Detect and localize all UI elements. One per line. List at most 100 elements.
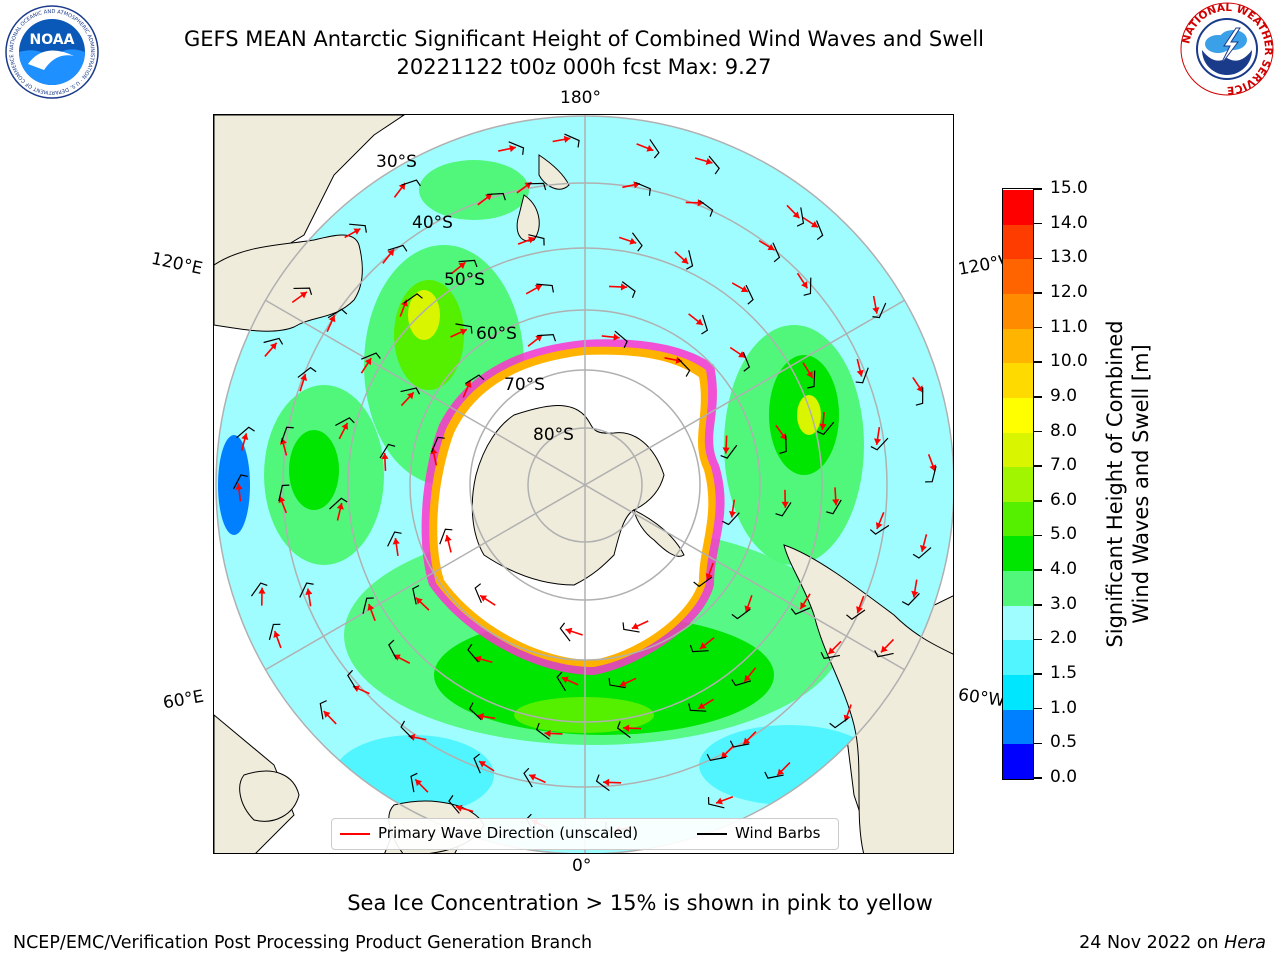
colorbar-segment xyxy=(1003,535,1033,572)
wave-arrow-head xyxy=(743,737,751,745)
colorbar-tick-label: 6.0 xyxy=(1050,489,1078,510)
wave-arrow-head xyxy=(459,328,467,336)
wave-arrow-head xyxy=(856,369,864,377)
colorbar-segment xyxy=(1003,293,1033,329)
wave-arrow-head xyxy=(716,797,723,805)
wave-arrow-head xyxy=(832,499,840,506)
wind-barb xyxy=(556,671,567,692)
colorbar-segment xyxy=(1003,605,1033,641)
colorbar-tick-label: 15.0 xyxy=(1050,178,1088,198)
wave-arrow-head xyxy=(299,291,307,299)
colorbar-segment xyxy=(1003,709,1033,745)
lat-label-40s: 40°S xyxy=(412,213,453,233)
chart-subtitle: 20221122 t00z 000h fcst Max: 9.27 xyxy=(396,55,772,79)
wave-arrow-head xyxy=(279,438,287,445)
wave-arrow-head xyxy=(381,452,389,460)
wind-barb xyxy=(820,651,840,660)
wind-barb xyxy=(327,308,348,319)
colorbar-segment xyxy=(1003,432,1033,468)
wind-barb xyxy=(388,639,397,660)
sea-ice-caption: Sea Ice Concentration > 15% is shown in … xyxy=(347,891,933,915)
wave-arrow-head xyxy=(728,511,737,518)
lat-label-80s: 80°S xyxy=(533,425,574,445)
wave-arrow-head xyxy=(705,157,713,165)
wind-barb xyxy=(678,358,691,377)
wave-arrow-head xyxy=(392,538,400,545)
wave-arrow-head xyxy=(535,335,543,342)
wave-arrow-head xyxy=(544,729,551,738)
wave-arrow-head xyxy=(781,501,789,508)
wind-barb xyxy=(901,593,920,606)
wave-arrow-head xyxy=(367,603,375,611)
colorbar-tick xyxy=(1034,257,1042,260)
wind-barb xyxy=(870,437,889,451)
wave-arrow-head xyxy=(323,711,331,718)
wave-arrow-head xyxy=(273,631,281,638)
wind-barb xyxy=(772,242,781,263)
lon-label-0: 0° xyxy=(572,856,592,876)
colorbar-tick xyxy=(1034,569,1042,571)
wave-arrow-head xyxy=(810,221,818,228)
wave-arrow-head xyxy=(744,605,752,613)
wave-arrow-head xyxy=(529,774,537,781)
wave-arrow-head xyxy=(561,676,569,684)
wind-barb xyxy=(742,351,751,372)
colorbar-segment xyxy=(1003,362,1033,398)
wave-arrow-head xyxy=(430,447,438,455)
colorbar-tick-label: 4.0 xyxy=(1050,559,1078,580)
wind-barb xyxy=(487,192,506,201)
wave-arrow-head xyxy=(646,144,654,152)
wind-barb xyxy=(379,443,396,459)
wind-barb xyxy=(621,281,636,298)
wave-arrow-head xyxy=(619,680,627,687)
wave-arrow-head xyxy=(740,285,748,293)
wind-barb xyxy=(915,387,924,406)
wave-arrow-head xyxy=(278,496,286,504)
wind-barb xyxy=(689,644,709,653)
wind-barb xyxy=(361,352,381,360)
wave-arrow-head xyxy=(738,351,746,358)
colorbar-tick-label: 10.0 xyxy=(1050,351,1088,372)
wind-barb xyxy=(400,387,421,395)
colorbar-tick-label: 0.0 xyxy=(1050,767,1078,787)
wind-barb xyxy=(278,484,290,502)
colorbar-tick-label: 11.0 xyxy=(1050,316,1088,337)
wave-arrow-head xyxy=(258,587,266,594)
wind-barb xyxy=(439,528,453,545)
wave-arrow-head xyxy=(780,432,787,440)
wave-arrow-head xyxy=(458,262,466,269)
wind-barb xyxy=(474,583,482,604)
wave-arrow-head xyxy=(464,380,472,388)
wind-barb xyxy=(455,323,473,334)
colorbar-segment xyxy=(1003,258,1033,294)
wind-barb xyxy=(508,141,525,155)
colorbar xyxy=(1002,188,1034,780)
wind-barb xyxy=(263,337,284,345)
wave-arrow-head xyxy=(477,712,485,721)
wind-barb xyxy=(855,367,869,384)
wind-barb xyxy=(729,740,750,748)
wave-arrow-head xyxy=(341,422,348,430)
wave-arrow-head xyxy=(444,535,452,542)
wind-barb xyxy=(431,436,445,453)
wind-barb xyxy=(722,512,740,526)
colorbar-segment xyxy=(1003,224,1033,260)
colorbar-tick-label: 14.0 xyxy=(1050,212,1088,233)
wave-arrow-head xyxy=(393,654,401,661)
wave-arrow-head xyxy=(623,724,630,732)
wind-barb xyxy=(523,767,533,788)
wave-arrow-head xyxy=(631,622,639,630)
colorbar-segment xyxy=(1003,743,1033,779)
wave-arrow-head xyxy=(305,588,313,595)
wave-arrow-head xyxy=(911,590,919,598)
wave-arrow-head xyxy=(478,761,486,768)
wave-arrow-head xyxy=(336,502,344,510)
wave-arrow-head xyxy=(856,606,863,613)
wave-arrow-head xyxy=(629,237,637,245)
map-legend: Primary Wave Direction (unscaled) Wind B… xyxy=(331,818,839,850)
wind-barb xyxy=(707,797,725,809)
colorbar-tick-label: 12.0 xyxy=(1050,281,1088,302)
footer-date: 24 Nov 2022 on Hera xyxy=(1079,933,1266,953)
wind-barb xyxy=(537,333,557,342)
svg-text:NOAA: NOAA xyxy=(30,32,75,48)
